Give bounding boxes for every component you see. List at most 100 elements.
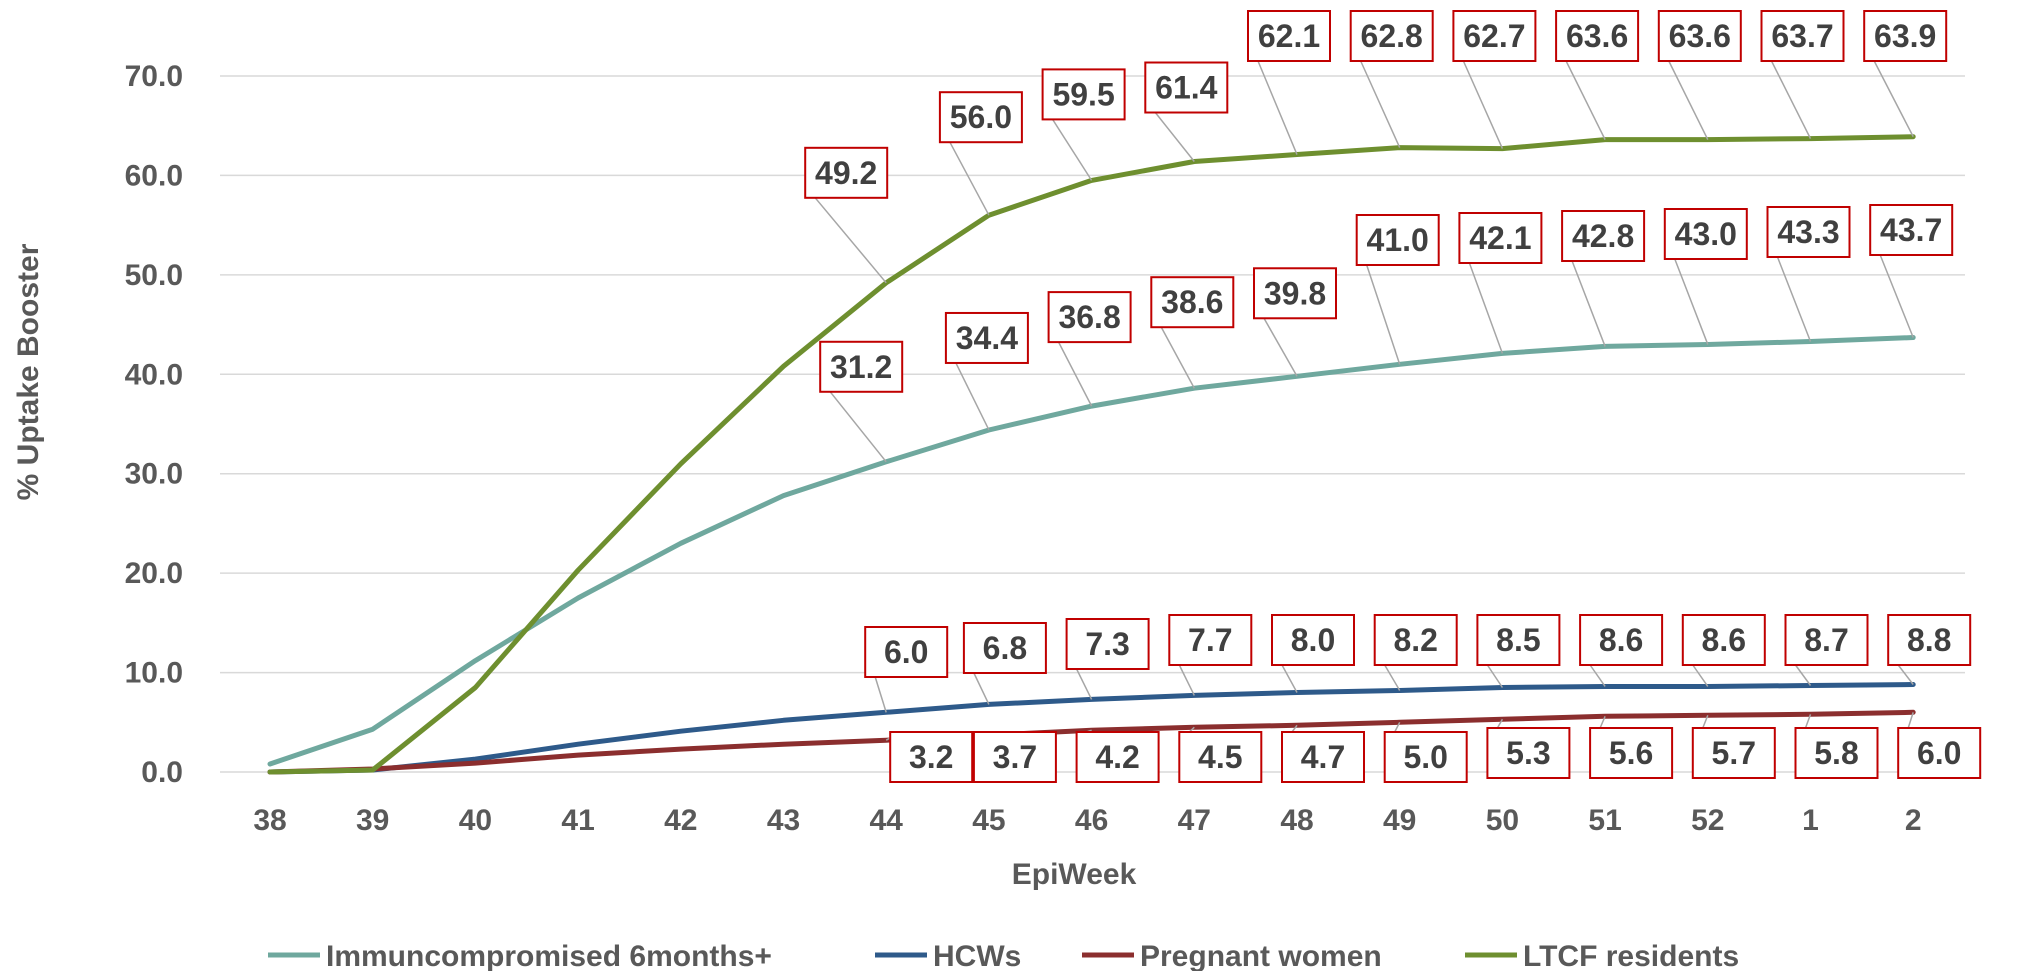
leader-line [1257, 60, 1298, 155]
data-label-box [1452, 10, 1537, 62]
gridlines [220, 75, 1965, 773]
data-label-box [1589, 727, 1674, 779]
data-label: 38.6 [1161, 284, 1223, 320]
data-label: 43.7 [1880, 212, 1942, 248]
data-label-box [804, 146, 889, 199]
data-label-box [1657, 10, 1742, 62]
y-tick-label: 40.0 [125, 358, 183, 391]
leader-line [1897, 664, 1914, 685]
data-label-box [1476, 614, 1561, 666]
y-tick-label: 0.0 [141, 756, 183, 789]
y-tick-label: 50.0 [125, 259, 183, 292]
data-label: 34.4 [956, 320, 1018, 356]
x-tick-label: 41 [561, 804, 594, 837]
data-label: 63.9 [1874, 18, 1936, 54]
data-labels: 31.2 34.4 36.8 38.6 39.8 41.0 42.1 42.8 43.0 43.3… [804, 10, 1982, 783]
data-label-box [1075, 731, 1160, 783]
leader-line [1360, 60, 1401, 148]
data-label: 4.2 [1095, 739, 1139, 775]
x-tick-label: 48 [1280, 804, 1313, 837]
data-label-box [1373, 614, 1458, 666]
data-label-box [1663, 208, 1748, 260]
leader-line [1674, 258, 1709, 345]
leader-line [1178, 664, 1195, 696]
legend-label: Pregnant women [1140, 940, 1382, 971]
y-axis-title: % Uptake Booster [12, 243, 45, 500]
leader-line [1770, 60, 1812, 139]
leader-line [1468, 262, 1504, 354]
data-label: 8.2 [1393, 622, 1437, 658]
data-label: 62.8 [1361, 18, 1423, 54]
data-label-box [1458, 212, 1543, 264]
data-label: 63.7 [1771, 18, 1833, 54]
leader-line [1804, 714, 1812, 729]
leader-line [874, 676, 887, 713]
data-label: 5.3 [1506, 735, 1550, 771]
data-label-box [1784, 614, 1869, 666]
x-tick-label: 50 [1486, 804, 1519, 837]
data-label-box [1760, 10, 1845, 62]
data-label: 31.2 [830, 349, 892, 385]
y-axis-ticks: 0.0 10.0 20.0 30.0 40.0 50.0 60.0 70.0 [125, 60, 183, 789]
leader-line [1589, 664, 1606, 687]
data-label-box [1863, 10, 1948, 62]
leader-line [1776, 256, 1812, 342]
data-label-box [1168, 614, 1253, 666]
data-label: 63.6 [1566, 18, 1628, 54]
data-label-box [1766, 206, 1851, 258]
data-label: 5.8 [1814, 735, 1858, 771]
data-label: 62.7 [1463, 18, 1525, 54]
leader-line [973, 672, 990, 705]
data-label: 6.0 [884, 634, 928, 670]
data-label: 61.4 [1155, 70, 1217, 106]
data-label: 39.8 [1264, 275, 1326, 311]
data-label-box [1887, 614, 1972, 666]
data-label-box [1065, 618, 1150, 670]
data-label: 8.8 [1907, 622, 1951, 658]
data-label: 5.7 [1712, 735, 1756, 771]
x-tick-label: 39 [356, 804, 389, 837]
data-label-box [1281, 731, 1365, 783]
x-tick-label: 52 [1691, 804, 1724, 837]
data-label: 4.5 [1198, 739, 1242, 775]
y-tick-label: 60.0 [125, 159, 183, 192]
y-tick-label: 10.0 [125, 657, 183, 690]
data-label-box [1253, 267, 1337, 320]
data-label-box [1555, 10, 1640, 62]
data-label-box [864, 626, 949, 678]
data-label-box [938, 91, 1023, 144]
leader-line [1668, 60, 1709, 140]
leader-line [1365, 264, 1401, 365]
leader-line [1496, 718, 1504, 729]
leader-line [949, 141, 990, 216]
data-label-box [962, 622, 1047, 674]
data-label-box [889, 731, 974, 783]
legend-label: Immuncompromised 6months+ [326, 940, 772, 971]
data-label-box [1486, 727, 1571, 779]
x-tick-label: 44 [870, 804, 904, 837]
x-tick-label: 51 [1588, 804, 1621, 837]
leader-line [1571, 260, 1606, 347]
data-label: 43.0 [1675, 216, 1737, 252]
data-label-box [1349, 10, 1434, 62]
data-label: 6.8 [983, 630, 1027, 666]
leader-line [1907, 712, 1914, 729]
data-label-box [972, 731, 1057, 783]
x-tick-label: 46 [1075, 804, 1108, 837]
leader-line [1692, 664, 1709, 687]
leader-line [1075, 668, 1093, 700]
leader-line [1486, 664, 1504, 688]
data-label: 5.0 [1403, 739, 1447, 775]
leader-line [1291, 724, 1298, 733]
x-axis-title: EpiWeek [1012, 858, 1137, 891]
x-tick-label: 40 [459, 804, 492, 837]
data-label: 5.6 [1609, 735, 1653, 771]
x-tick-label: 2 [1905, 804, 1922, 837]
leader-line [1281, 664, 1298, 693]
x-axis-ticks: 38 39 40 41 42 43 44 45 46 47 48 49 50 51 52 1 2 [253, 804, 1921, 837]
data-label: 7.3 [1085, 626, 1129, 662]
data-label-box [1150, 276, 1235, 329]
data-label: 49.2 [815, 155, 877, 191]
x-tick-label: 42 [664, 804, 697, 837]
data-label: 42.1 [1469, 220, 1531, 256]
